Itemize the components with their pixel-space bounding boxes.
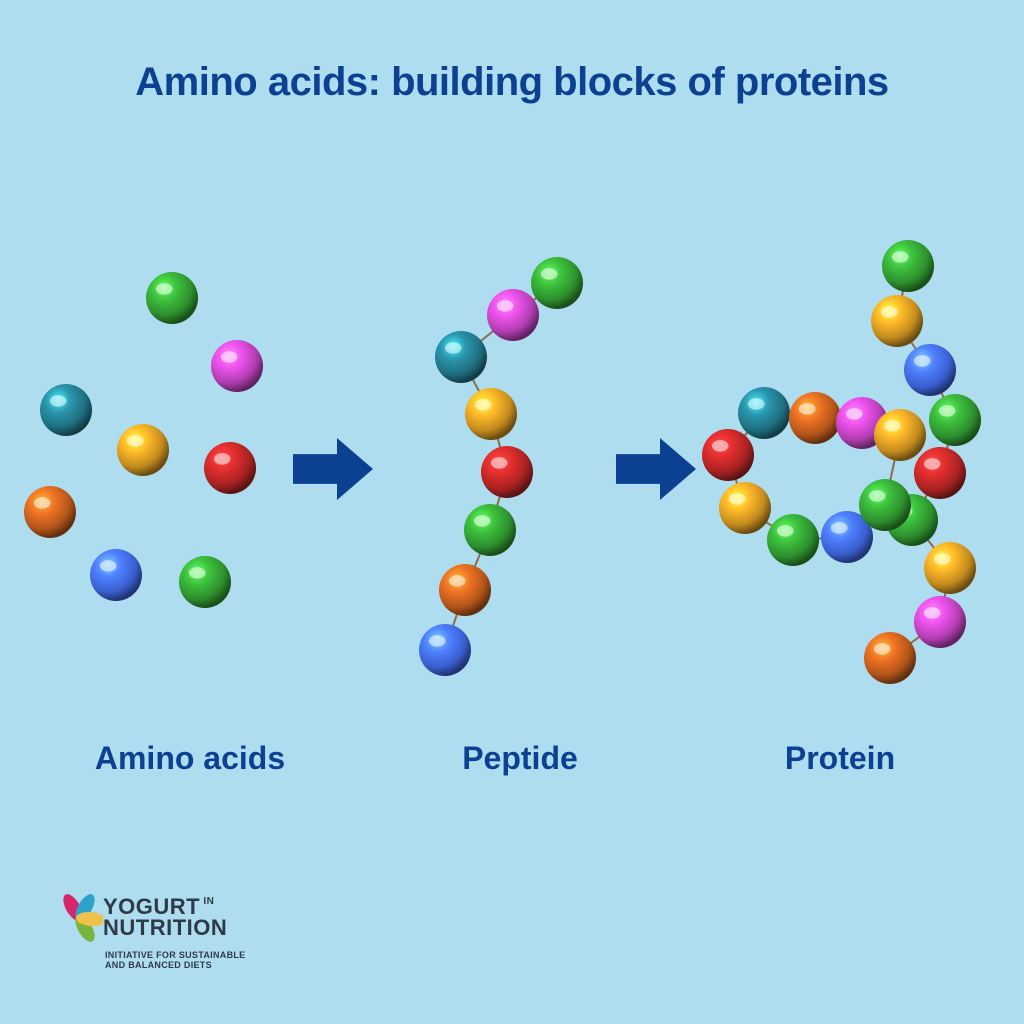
sphere-teal (40, 384, 92, 436)
sphere-gold (871, 295, 923, 347)
sphere-rust (789, 392, 841, 444)
sphere-green (882, 240, 934, 292)
sphere-green (767, 514, 819, 566)
sphere-green (531, 257, 583, 309)
logo-sub1: INITIATIVE FOR SUSTAINABLE (105, 950, 245, 960)
sphere-red (702, 429, 754, 481)
sphere-gold (117, 424, 169, 476)
sphere-red (914, 447, 966, 499)
stage-label-1: Peptide (430, 740, 610, 777)
arrow-icon-1 (616, 438, 696, 500)
logo-tagline: INITIATIVE FOR SUSTAINABLEAND BALANCED D… (105, 950, 295, 971)
sphere-gold (874, 409, 926, 461)
sphere-red (481, 446, 533, 498)
stage-label-2: Protein (740, 740, 940, 777)
sphere-teal (435, 331, 487, 383)
sphere-rust (439, 564, 491, 616)
sphere-gold (465, 388, 517, 440)
logo-line2: NUTRITION (103, 915, 227, 940)
sphere-blue (904, 344, 956, 396)
sphere-green (464, 504, 516, 556)
arrow-icon-0 (293, 438, 373, 500)
sphere-green (179, 556, 231, 608)
sphere-magenta (487, 289, 539, 341)
sphere-blue (419, 624, 471, 676)
logo-wordmark: YOGURT INNUTRITION (103, 897, 227, 939)
logo-sub2: AND BALANCED DIETS (105, 960, 212, 970)
sphere-teal (738, 387, 790, 439)
logo-flower-icon (55, 890, 103, 946)
sphere-rust (864, 632, 916, 684)
diagram-svg (0, 0, 1024, 1024)
sphere-gold (924, 542, 976, 594)
stage-label-0: Amino acids (60, 740, 320, 777)
infographic-canvas: Amino acids: building blocks of proteins… (0, 0, 1024, 1024)
sphere-gold (719, 482, 771, 534)
sphere-green (929, 394, 981, 446)
logo-line1b: IN (200, 896, 214, 907)
sphere-green (859, 479, 911, 531)
spheres-layer (24, 240, 981, 684)
sphere-blue (90, 549, 142, 601)
sphere-magenta (914, 596, 966, 648)
sphere-green (146, 272, 198, 324)
sphere-red (204, 442, 256, 494)
logo: YOGURT INNUTRITION INITIATIVE FOR SUSTAI… (55, 890, 295, 971)
sphere-rust (24, 486, 76, 538)
sphere-magenta (211, 340, 263, 392)
